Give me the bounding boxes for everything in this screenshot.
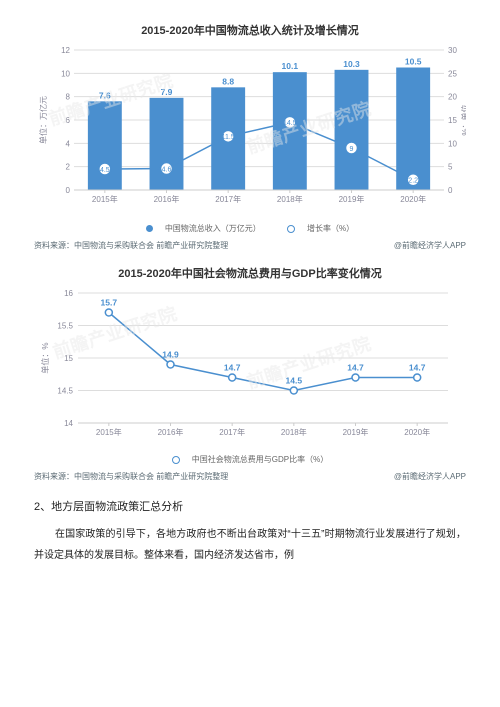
svg-text:2017年: 2017年 [215,194,241,204]
svg-text:2016年: 2016年 [154,194,180,204]
chart2-wrap: 前瞻产业研究院 前瞻产业研究院 1414.51515.516单位：%15.720… [34,287,466,452]
svg-text:2.2: 2.2 [408,178,418,185]
svg-text:6: 6 [66,116,71,125]
chart1-title: 2015-2020年中国物流总收入统计及增长情况 [34,22,466,38]
svg-text:10.1: 10.1 [282,61,299,71]
svg-text:4.5: 4.5 [100,167,110,174]
svg-text:15.7: 15.7 [101,298,118,308]
svg-text:2015年: 2015年 [96,427,122,437]
section2-paragraph: 在国家政策的引导下，各地方政府也不断出台政策对“十三五”时期物流行业发展进行了规… [34,524,466,566]
svg-text:2018年: 2018年 [281,427,307,437]
svg-text:0: 0 [448,186,453,195]
svg-text:12: 12 [61,46,70,55]
svg-text:14.5: 14.5 [286,376,303,386]
svg-text:9: 9 [350,146,354,153]
svg-text:15: 15 [448,116,457,125]
svg-text:14.7: 14.7 [224,363,241,373]
svg-text:10: 10 [61,69,70,78]
svg-text:14.7: 14.7 [347,363,364,373]
chart1-svg: 0 2 4 6 8 10 12 0 5 10 15 20 25 30 单位：万亿元 %：单位 7.6 2015年 7… [34,44,466,216]
svg-text:16: 16 [64,289,73,298]
svg-text:2: 2 [66,163,71,172]
chart1-legend-line: 增长率（%） [307,224,354,233]
chart1-source-left: 资料来源：中国物流与采购联合会 前瞻产业研究院整理 [34,240,228,251]
svg-text:2016年: 2016年 [158,427,184,437]
svg-text:15: 15 [64,354,73,363]
svg-text:8: 8 [66,93,71,102]
chart2-source-left: 资料来源：中国物流与采购联合会 前瞻产业研究院整理 [34,471,228,482]
svg-text:单位：%: 单位：% [40,342,50,373]
svg-text:4: 4 [66,139,71,148]
svg-text:11.5: 11.5 [222,134,235,141]
chart2-svg: 14 14.5 15 15.5 16 单位：% 15.7 2015年 14.9 2016年 14.7… [34,287,466,447]
svg-text:%：单位: %：单位 [460,104,466,135]
chart1-source-right: @前瞻经济学人APP [394,240,466,251]
chart2-title: 2015-2020年中国社会物流总费用与GDP比率变化情况 [34,265,466,281]
svg-text:14.9: 14.9 [162,350,179,360]
svg-text:2019年: 2019年 [339,194,365,204]
svg-text:10.3: 10.3 [343,59,360,69]
chart1-wrap: 前瞻产业研究院 前瞻产业研究院 024681012051015202530单位：… [34,44,466,221]
chart2-legend: 中国社会物流总费用与GDP比率（%） [192,455,328,464]
svg-text:7.9: 7.9 [161,87,173,97]
svg-text:5: 5 [448,163,453,172]
svg-text:25: 25 [448,69,457,78]
svg-text:单位：万亿元: 单位：万亿元 [38,96,48,144]
svg-text:4.6: 4.6 [162,166,172,173]
svg-text:15.5: 15.5 [57,322,73,331]
svg-text:14.5: 14.5 [283,120,297,127]
svg-text:14: 14 [64,419,73,428]
chart1-legend: 中国物流总收入（万亿元） 增长率（%） [34,223,466,234]
svg-text:2020年: 2020年 [400,194,426,204]
svg-text:2018年: 2018年 [277,194,303,204]
svg-text:2019年: 2019年 [343,427,369,437]
chart2-legend: 中国社会物流总费用与GDP比率（%） [34,454,466,465]
svg-text:10: 10 [448,139,457,148]
svg-text:7.6: 7.6 [99,90,111,100]
svg-text:14.7: 14.7 [409,363,426,373]
svg-text:2020年: 2020年 [404,427,430,437]
svg-text:2015年: 2015年 [92,194,118,204]
section2-heading: 2、地方层面物流政策汇总分析 [34,498,466,514]
svg-text:14.5: 14.5 [57,387,73,396]
svg-text:8.8: 8.8 [222,76,234,86]
chart2-source-right: @前瞻经济学人APP [394,471,466,482]
chart1-legend-bar: 中国物流总收入（万亿元） [165,224,261,233]
svg-text:10.5: 10.5 [405,57,422,67]
svg-text:20: 20 [448,93,457,102]
svg-text:2017年: 2017年 [219,427,245,437]
svg-text:30: 30 [448,46,457,55]
chart1-source: 资料来源：中国物流与采购联合会 前瞻产业研究院整理 @前瞻经济学人APP [34,240,466,251]
chart2-source: 资料来源：中国物流与采购联合会 前瞻产业研究院整理 @前瞻经济学人APP [34,471,466,482]
document-page: 2015-2020年中国物流总收入统计及增长情况 前瞻产业研究院 前瞻产业研究院… [0,0,500,707]
svg-text:0: 0 [66,186,71,195]
